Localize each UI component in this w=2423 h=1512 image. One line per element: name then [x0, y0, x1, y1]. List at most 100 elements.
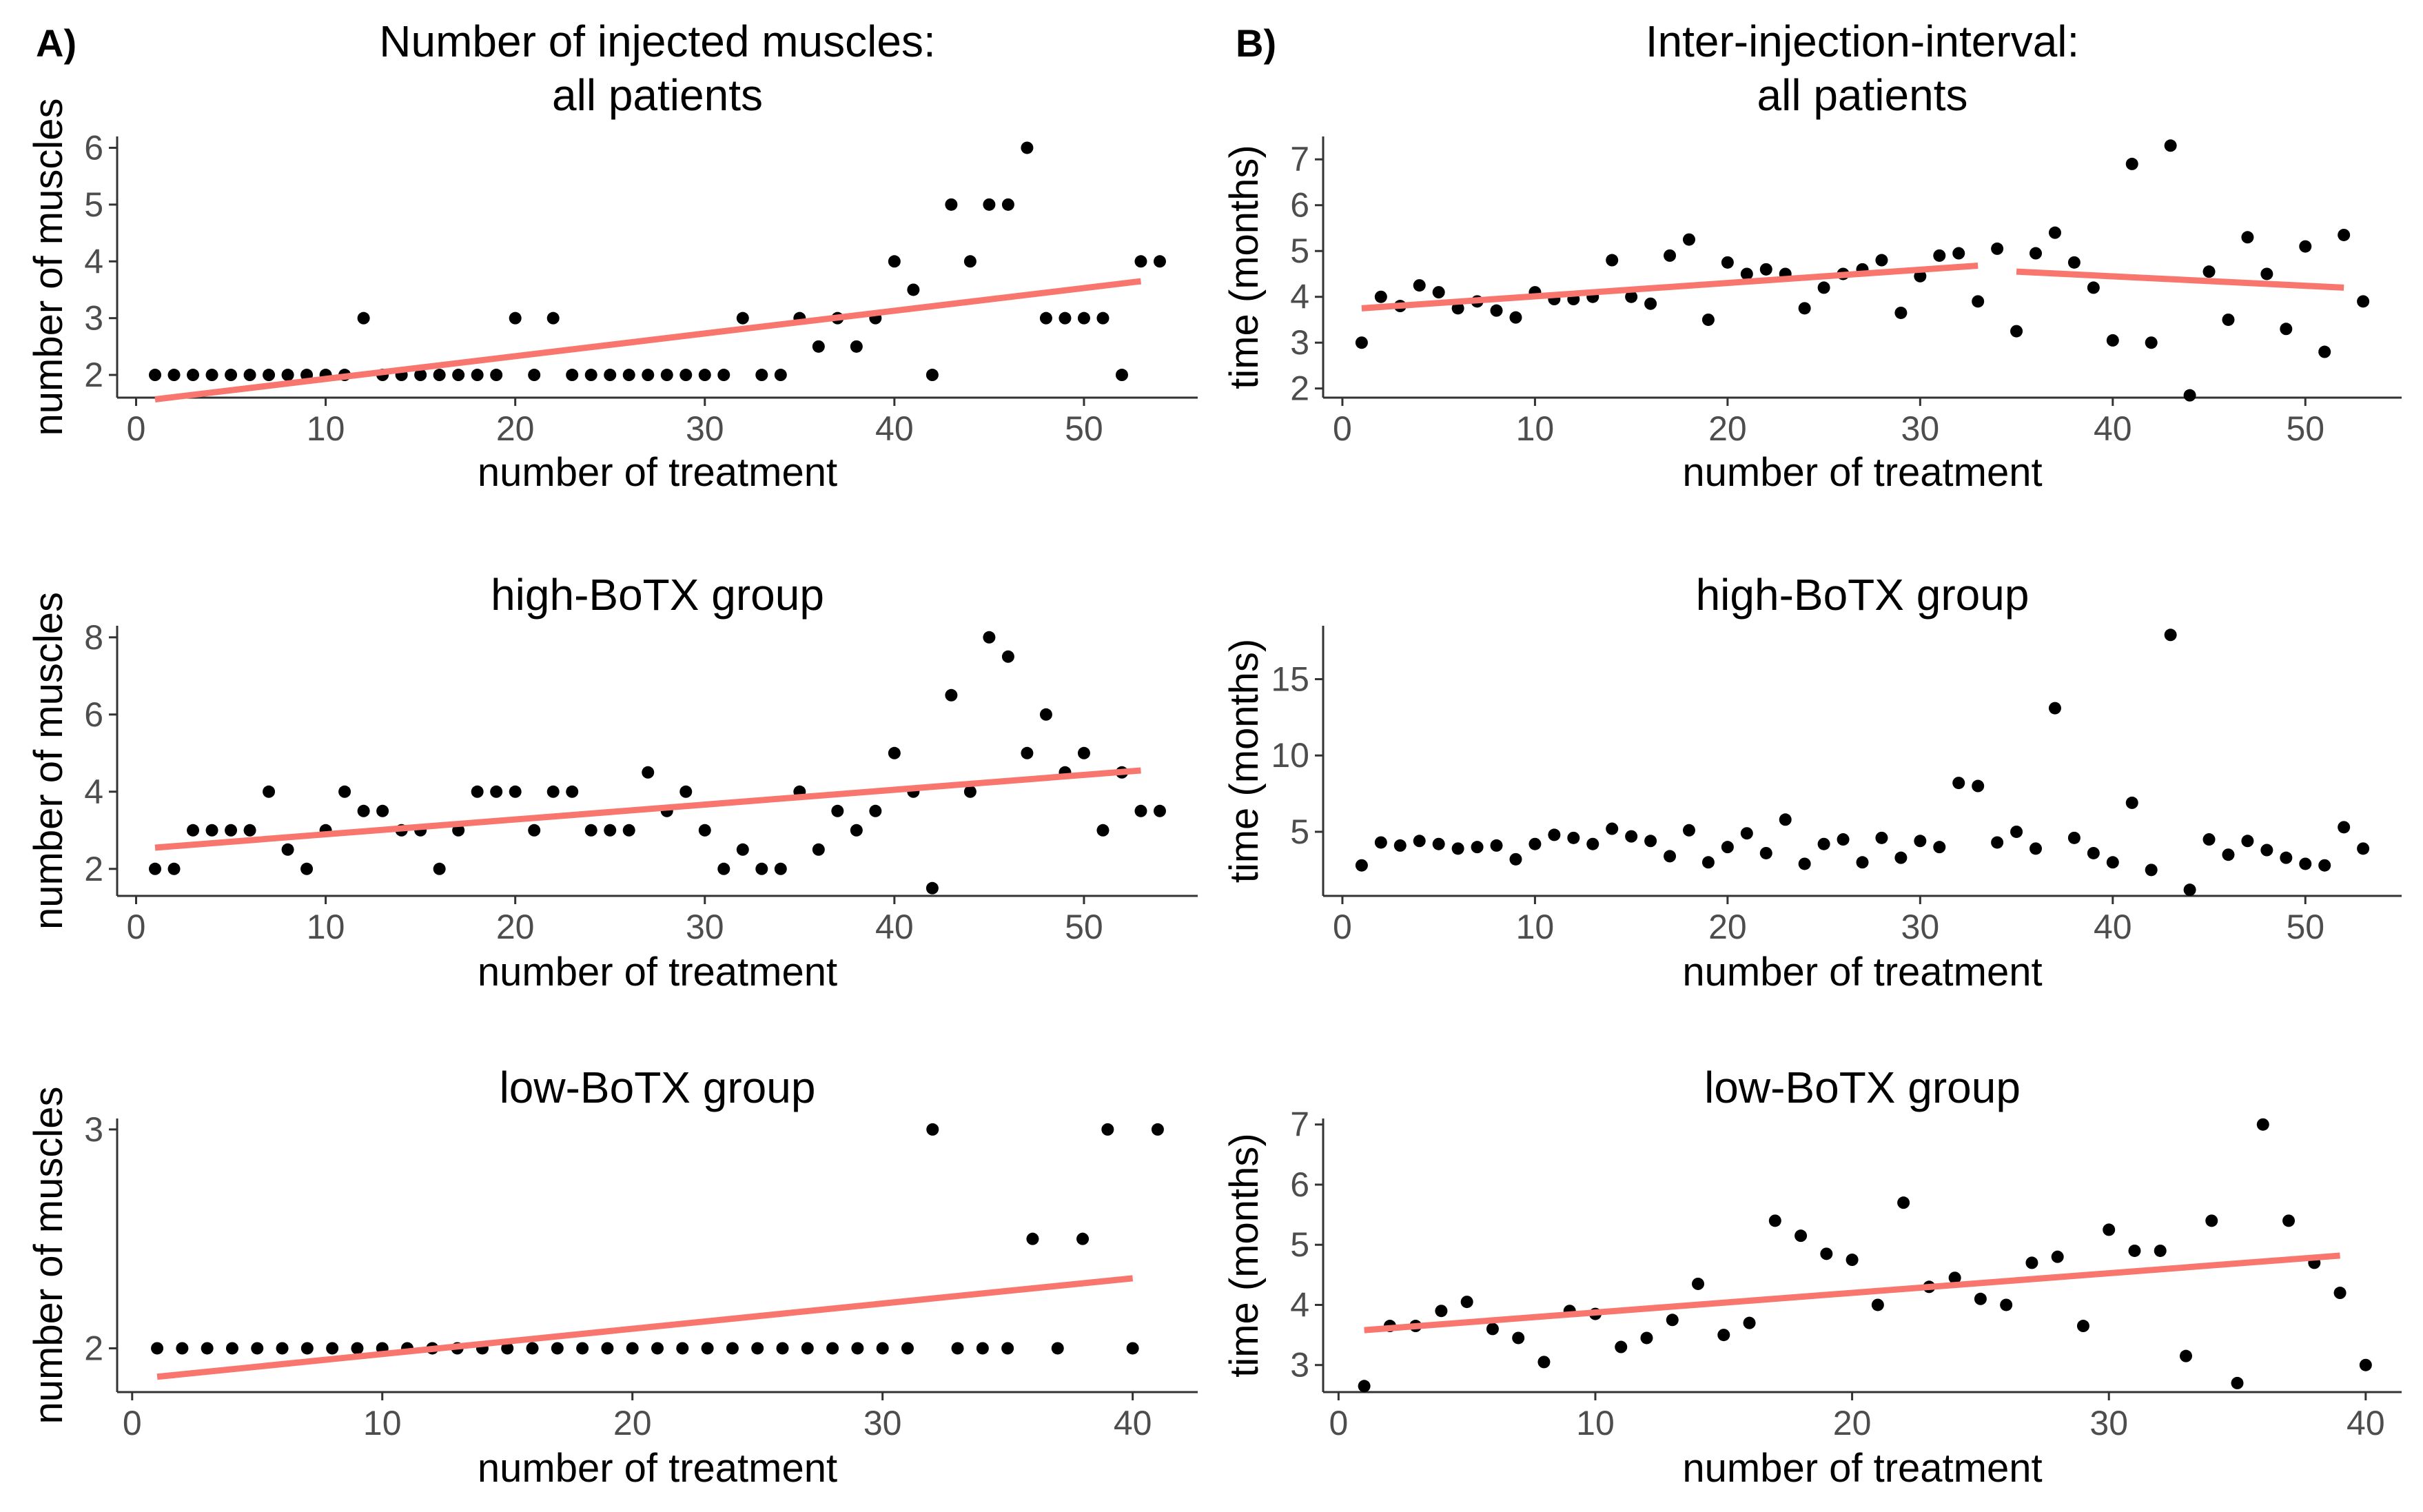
data-point-a1-43 — [945, 198, 958, 211]
data-point-b2-51 — [2318, 859, 2331, 872]
data-point-b2-18 — [1682, 824, 1695, 837]
data-point-b3-30 — [2103, 1223, 2116, 1236]
data-point-b3-4 — [1435, 1305, 1448, 1318]
data-point-a1-47 — [1021, 141, 1034, 154]
data-point-a1-20 — [509, 311, 522, 325]
data-point-b1-30 — [1914, 269, 1927, 283]
panel-b3: low-BoTX group 0 10 20 30 40 3 4 5 6 7 number of tr… — [1222, 1063, 2402, 1491]
data-point-a1-19 — [490, 369, 503, 382]
data-point-b1-20 — [1721, 256, 1734, 269]
data-point-b2-48 — [2260, 844, 2273, 857]
trend-line-a2-0 — [154, 767, 1141, 851]
data-point-a1-33 — [755, 369, 768, 382]
y-tick-label-a2-2: 2 — [84, 850, 103, 888]
data-point-a3-37 — [1051, 1342, 1064, 1355]
x-tick-label-b1-10: 10 — [1516, 409, 1555, 448]
data-point-a2-26 — [622, 824, 635, 837]
data-point-b1-28 — [1875, 254, 1888, 267]
data-point-b1-40 — [2106, 334, 2119, 347]
y-axis-title-b3: time (months) — [1222, 1133, 1267, 1378]
data-point-a1-31 — [717, 369, 730, 382]
data-point-a3-19 — [601, 1342, 614, 1355]
data-point-a1-26 — [622, 369, 635, 382]
data-point-b2-39 — [2087, 846, 2100, 859]
data-point-a1-40 — [888, 255, 901, 268]
y-tick-label-b1-3: 3 — [1290, 323, 1309, 362]
data-point-b3-27 — [2025, 1256, 2038, 1269]
data-point-b3-39 — [2333, 1287, 2347, 1300]
x-tick-label-a1-50: 50 — [1065, 409, 1103, 448]
data-point-b1-8 — [1490, 304, 1503, 317]
y-tick-label-a3-3: 3 — [84, 1110, 103, 1149]
data-point-b1-47 — [2241, 231, 2254, 244]
data-point-b3-22 — [1897, 1196, 1910, 1209]
data-point-b1-36 — [2030, 247, 2043, 260]
data-point-a1-49 — [1059, 311, 1072, 325]
data-point-b2-3 — [1393, 839, 1407, 852]
data-point-a3-2 — [176, 1342, 189, 1355]
data-point-b3-12 — [1640, 1331, 1653, 1345]
data-point-b3-20 — [1846, 1254, 1859, 1267]
data-point-a3-40 — [1126, 1342, 1139, 1355]
data-point-b2-21 — [1740, 827, 1753, 840]
data-point-a3-7 — [300, 1342, 314, 1355]
data-point-a3-4 — [225, 1342, 238, 1355]
data-point-b3-28 — [2051, 1250, 2064, 1263]
data-point-a3-34 — [976, 1342, 989, 1355]
x-tick-label-b1-20: 20 — [1708, 409, 1747, 448]
y-tick-label-a1-3: 3 — [84, 299, 103, 338]
data-point-a1-8 — [281, 369, 294, 382]
panel-title-a1-line-1: all patients — [552, 70, 763, 120]
data-point-b1-37 — [2048, 226, 2061, 239]
data-point-a3-6 — [276, 1342, 289, 1355]
y-axis-title-a1: number of muscles — [26, 99, 71, 436]
data-point-a2-51 — [1096, 824, 1110, 837]
x-tick-label-b3-0: 0 — [1329, 1404, 1348, 1442]
data-point-b1-9 — [1509, 311, 1522, 324]
data-point-b2-1 — [1355, 859, 1368, 872]
x-tick-label-a2-30: 30 — [686, 908, 724, 946]
x-tick-label-b3-30: 30 — [2089, 1404, 2128, 1442]
x-tick-label-b2-30: 30 — [1901, 908, 1940, 946]
data-point-b2-43 — [2164, 629, 2177, 642]
data-point-a3-20 — [626, 1342, 639, 1355]
data-point-b2-5 — [1432, 837, 1445, 850]
data-point-b2-13 — [1586, 837, 1599, 850]
data-point-b1-44 — [2183, 389, 2196, 402]
trend-line-a3-0 — [156, 1275, 1134, 1380]
data-point-a2-8 — [281, 843, 294, 856]
y-tick-label-a1-4: 4 — [84, 242, 103, 280]
data-point-b3-14 — [1692, 1277, 1705, 1290]
data-point-a3-22 — [676, 1342, 689, 1355]
data-point-a3-25 — [751, 1342, 764, 1355]
data-point-b2-47 — [2241, 835, 2254, 848]
data-point-a2-16 — [433, 862, 446, 875]
x-tick-label-b2-50: 50 — [2286, 908, 2324, 946]
x-axis-title-b3: number of treatment — [1682, 1446, 2042, 1491]
x-tick-label-b1-50: 50 — [2286, 409, 2324, 448]
data-point-a2-39 — [869, 804, 882, 817]
data-point-a2-44 — [963, 785, 977, 798]
data-point-b2-6 — [1451, 842, 1464, 855]
data-point-a1-22 — [546, 311, 560, 325]
data-point-b2-19 — [1701, 856, 1715, 869]
data-point-a1-3 — [187, 369, 200, 382]
data-point-a1-29 — [679, 369, 693, 382]
data-point-b2-4 — [1413, 835, 1426, 848]
data-point-b2-8 — [1490, 839, 1503, 852]
data-point-b3-34 — [2205, 1214, 2218, 1227]
data-point-a2-2 — [167, 862, 181, 875]
data-point-b3-18 — [1795, 1229, 1808, 1243]
data-point-b1-50 — [2299, 240, 2312, 253]
data-point-b2-37 — [2048, 702, 2061, 715]
data-point-b3-1 — [1358, 1380, 1371, 1393]
data-point-a3-29 — [851, 1342, 864, 1355]
data-point-a1-15 — [414, 369, 427, 382]
data-point-a2-40 — [888, 746, 901, 759]
data-point-a1-6 — [243, 369, 256, 382]
data-point-b2-27 — [1856, 856, 1869, 869]
data-point-a1-1 — [149, 369, 162, 382]
y-tick-label-b1-7: 7 — [1290, 140, 1309, 178]
data-point-b1-29 — [1894, 306, 1908, 319]
